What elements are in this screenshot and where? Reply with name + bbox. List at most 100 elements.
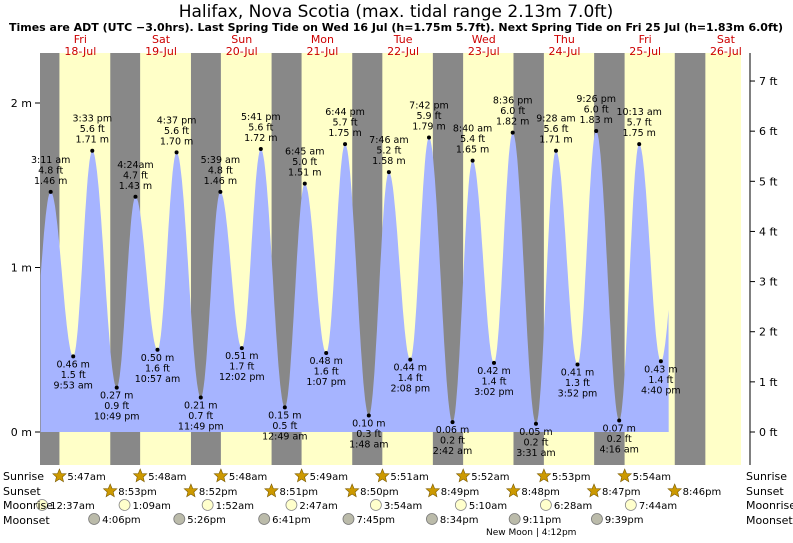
day-name-label: Mon [311,33,334,46]
sunrise-time: 5:48am [229,472,267,483]
low-tide-label: 0.10 m [352,419,385,430]
high-tide-label: 1.82 m [496,117,529,128]
low-tide-label: 0.51 m [225,351,258,362]
high-tide-label: 1.75 m [622,128,655,139]
low-tide-point [617,418,622,423]
day-date-label: 25-Jul [629,45,661,58]
sunrise-time: 5:52am [471,472,509,483]
high-tide-label: 4.8 ft [38,165,63,176]
sunrise-icon [375,468,390,483]
high-tide-label: 8:36 pm [493,96,533,107]
moonrise-time: 7:44am [639,501,677,512]
moonset-icon [88,513,101,525]
moonrise-icon [36,499,48,511]
low-tide-label: 1.4 ft [648,375,673,386]
sunset-time: 8:50pm [360,487,399,498]
axes-layer: 0 m 1 m 2 m 0 ft 1 ft 2 ft 3 ft 4 ft 5 ft 6 ft 7 f… [11,53,778,465]
high-tide-label: 1.70 m [160,136,193,147]
high-tide-label: 5.7 ft [333,118,358,129]
high-tide-label: 6:44 pm [325,107,365,118]
moonset-icon [426,513,438,525]
high-tide-label: 4:24am [117,160,153,171]
low-tide-label: 0.2 ft [607,434,632,445]
high-tide-point [258,147,263,152]
low-tide-label: 1.5 ft [61,370,86,381]
high-tide-label: 1.51 m [288,168,321,179]
low-tide-point [198,395,203,400]
astro-rows-layer: 5:47am 5:48am 5:48am 5:49am 5:51am 5:52am 5:53… [36,468,722,526]
high-tide-label: 10:13 am [616,107,661,118]
day-name-label: Fri [639,33,652,46]
high-tide-point [594,128,599,133]
y-tick-label-ft: 6 ft [759,125,778,138]
high-tide-point [386,170,391,175]
high-tide-label: 1.46 m [34,176,67,187]
sunset-time: 8:48pm [521,487,560,498]
high-tide-label: 5.4 ft [460,134,485,145]
low-tide-label: 0.41 m [561,368,594,379]
day-name-label: Wed [472,33,496,46]
low-tide-label: 0.3 ft [356,429,381,440]
sunset-icon [667,483,683,498]
high-tide-label: 1.65 m [456,145,489,156]
high-tide-label: 3:11 am [31,155,70,166]
high-tide-point [133,194,138,199]
moonset-time: 9:39pm [605,515,644,526]
sunrise-icon [617,468,633,483]
day-date-label: 23-Jul [468,45,500,58]
moonrise-time: 12:37am [50,501,95,512]
low-tide-label: 0.2 ft [523,437,548,448]
high-tide-point [174,150,179,155]
moonset-time: 5:26pm [187,515,226,526]
moonrise-time: 5:10am [469,501,507,512]
day-name-label: Thu [553,33,575,46]
high-tide-label: 1.72 m [244,133,277,144]
low-tide-label: 1.6 ft [314,367,339,378]
moonset-time: 9:11pm [523,515,562,526]
high-tide-point [302,181,307,186]
high-tide-label: 1.46 m [204,176,237,187]
high-tide-label: 9:28 am [536,114,575,125]
low-tide-label: 0.2 ft [440,436,465,447]
moonset-icon [173,513,186,525]
high-tide-label: 1.79 m [412,122,445,133]
sunrise-time: 5:47am [67,472,105,483]
tide-area [40,131,669,432]
high-tide-label: 6.0 ft [584,104,609,115]
y-tick-label-m: 0 m [11,426,32,439]
low-tide-label: 0.21 m [184,400,217,411]
high-tide-label: 1.43 m [119,181,152,192]
y-tick-label-ft: 5 ft [759,175,778,188]
day-headers-layer: Fri18-JulSat19-JulSun20-JulMon21-JulTue2… [64,33,741,58]
moonrise-time: 1:52am [216,501,254,512]
high-tide-point [90,148,95,153]
sunset-time: 8:51pm [279,487,318,498]
moonrise-icon [369,499,382,511]
sunset-time: 8:46pm [683,487,722,498]
sunrise-time: 5:54am [633,472,671,483]
y-tick-label-ft: 3 ft [759,276,778,289]
high-tide-label: 5:41 pm [241,112,281,123]
low-tide-label: 2:08 pm [390,384,430,395]
row-label-sunset-left: Sunset [3,485,41,498]
sunrise-icon [132,468,148,483]
day-date-label: 21-Jul [306,45,338,58]
low-tide-label: 1.4 ft [398,373,423,384]
sunrise-time: 5:53pm [552,472,591,483]
daylight-band [705,53,741,465]
low-tide-label: 1.6 ft [145,363,170,374]
low-tide-label: 0.7 ft [188,411,213,422]
row-label-moonrise-left: Moonrise [3,499,53,512]
moonset-icon [258,513,271,525]
low-tide-label: 0.46 m [56,359,89,370]
sunrise-icon [536,468,552,483]
low-tide-label: 1.7 ft [229,362,254,373]
low-tide-label: 1:48 am [349,440,388,451]
moonrise-icon [118,499,131,511]
high-tide-label: 6.0 ft [500,106,525,117]
low-tide-label: 12:02 pm [219,372,265,383]
high-tide-point [470,158,475,163]
low-tide-label: 12:49 am [262,431,307,442]
y-tick-label-ft: 1 ft [759,376,778,389]
high-tide-label: 5.9 ft [416,111,441,122]
